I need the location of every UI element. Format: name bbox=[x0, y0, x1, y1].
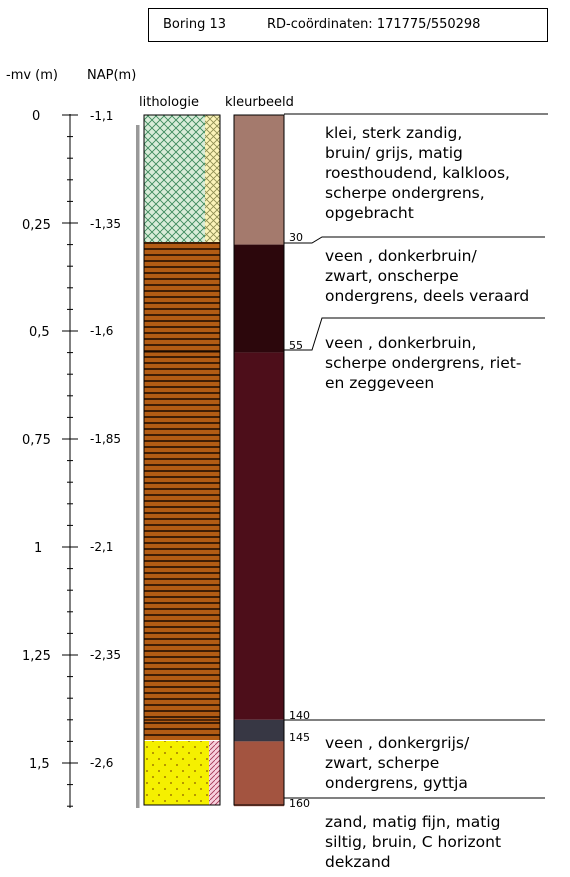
layer-description: klei, sterk zandig, bruin/ grijs, matig … bbox=[325, 124, 510, 222]
depth-label: 0 bbox=[32, 109, 41, 124]
lithology-clay bbox=[144, 115, 205, 242]
nap-header: NAP(m) bbox=[87, 68, 137, 83]
color-header: kleurbeeld bbox=[225, 95, 294, 110]
depth-label: 0,75 bbox=[22, 433, 51, 448]
title-box: Boring 13 RD-coördinaten: 171775/550298 bbox=[148, 8, 548, 42]
rd-coordinates: RD-coördinaten: 171775/550298 bbox=[267, 17, 481, 32]
lithology-sand bbox=[144, 741, 209, 805]
lithology-peat bbox=[144, 242, 220, 740]
depth-label: 1,5 bbox=[29, 757, 50, 772]
layer-description: zand, matig fijn, matig siltig, bruin, C… bbox=[325, 813, 502, 871]
depth-label: 0,25 bbox=[22, 218, 51, 233]
color-layer bbox=[234, 352, 284, 720]
nap-label: -2,35 bbox=[90, 648, 122, 662]
color-layer bbox=[234, 741, 284, 807]
layer-description: veen , donkerbruin/ zwart, onscherpe ond… bbox=[325, 247, 530, 305]
boundary-label: 30 bbox=[289, 231, 303, 244]
layer-description: veen , donkergrijs/ zwart, scherpe onder… bbox=[325, 734, 470, 792]
color-layer bbox=[234, 719, 284, 742]
depth-label: 0,5 bbox=[29, 325, 50, 340]
connector-55 bbox=[284, 317, 545, 351]
color-frame bbox=[233, 114, 285, 806]
depth-bar bbox=[136, 125, 140, 808]
boundary-label: 55 bbox=[289, 339, 303, 352]
boundary-label: 145 bbox=[289, 731, 310, 744]
boundary-label: 160 bbox=[289, 797, 310, 810]
depth-label: 1 bbox=[34, 541, 43, 556]
mv-header: -mv (m) bbox=[6, 68, 58, 83]
nap-label: -1,35 bbox=[90, 217, 122, 231]
color-column bbox=[234, 115, 284, 807]
color-layer bbox=[234, 115, 284, 245]
lithology-header: lithologie bbox=[139, 95, 199, 110]
nap-label: -2,6 bbox=[90, 756, 114, 770]
nap-label: -2,1 bbox=[90, 540, 114, 554]
layer-description: veen , donkerbruin, scherpe ondergrens, … bbox=[325, 334, 522, 392]
connector-30 bbox=[284, 236, 545, 244]
nap-label: -1,1 bbox=[90, 109, 114, 123]
color-layer bbox=[234, 244, 284, 353]
lithology-clay-sand bbox=[205, 115, 220, 242]
depth-label: 1,25 bbox=[22, 649, 51, 664]
lithology-frame bbox=[143, 114, 221, 806]
nap-label: -1,6 bbox=[90, 324, 114, 338]
mv-axis-ticks bbox=[62, 114, 78, 807]
boring-title: Boring 13 bbox=[163, 17, 226, 32]
boundary-label: 140 bbox=[289, 709, 310, 722]
nap-label: -1,85 bbox=[90, 432, 122, 446]
lithology-sand-minor bbox=[209, 741, 220, 805]
